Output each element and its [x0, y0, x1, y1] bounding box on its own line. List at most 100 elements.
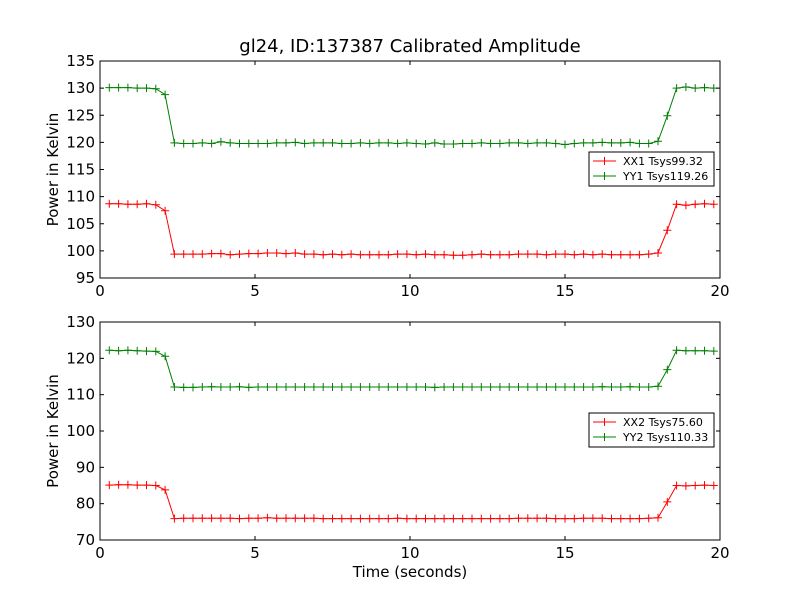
legend-marker [600, 433, 609, 441]
y-tick-label: 90 [76, 458, 95, 476]
data-point [142, 199, 151, 208]
bottom-plot: 0 5 10 15 20 70 80 90 100 110 120 130 Power in Kelvi… [44, 313, 730, 562]
data-point [430, 138, 439, 147]
data-point [468, 250, 476, 259]
data-point [328, 514, 337, 523]
y-tick-label: 100 [66, 242, 95, 260]
x-tick-label: 10 [400, 544, 419, 562]
x-tick-label: 5 [250, 544, 260, 562]
data-point [514, 514, 523, 523]
data-point [588, 138, 597, 147]
data-point [421, 140, 430, 148]
data-point [626, 382, 635, 391]
data-point [570, 250, 579, 259]
data-point [635, 250, 644, 259]
data-point [254, 514, 263, 523]
data-point [272, 514, 281, 523]
data-point [216, 514, 225, 523]
data-point [486, 514, 495, 523]
data-point [681, 83, 690, 91]
data-point [328, 250, 337, 259]
data-point [468, 383, 476, 391]
data-point [561, 514, 569, 523]
data-point [709, 347, 718, 356]
series-2-1 [105, 480, 718, 523]
data-point [700, 199, 709, 208]
data-point [607, 138, 616, 147]
data-point [663, 226, 672, 235]
legend-box [588, 151, 715, 187]
data-point [533, 383, 542, 391]
data-point [226, 514, 235, 523]
data-point [579, 514, 588, 523]
data-point [402, 250, 411, 259]
data-point [616, 514, 625, 523]
data-point [672, 84, 681, 93]
data-point [375, 383, 383, 391]
data-point [514, 383, 523, 391]
data-point [356, 383, 365, 391]
data-point [291, 514, 300, 523]
data-point [244, 514, 253, 523]
y-axis-label: Power in Kelvin [44, 113, 62, 227]
data-point [309, 250, 318, 259]
data-point [161, 90, 170, 99]
data-point [133, 200, 142, 209]
data-point [607, 250, 616, 259]
data-point [495, 383, 504, 391]
data-point [263, 513, 272, 522]
data-point [198, 514, 207, 523]
data-point [170, 383, 179, 391]
data-point [505, 514, 514, 523]
y-tick-label: 110 [66, 188, 95, 206]
data-point [375, 138, 383, 147]
data-point [254, 249, 263, 258]
data-point [272, 138, 281, 147]
data-point [691, 346, 700, 355]
data-point [384, 138, 393, 147]
data-point [291, 383, 300, 391]
data-point [179, 139, 188, 148]
data-point [207, 139, 216, 148]
data-point [300, 250, 309, 259]
data-point [133, 481, 142, 490]
data-point [449, 251, 458, 260]
data-point [263, 249, 272, 257]
data-point [179, 250, 188, 259]
data-point [514, 250, 523, 259]
data-point [412, 383, 421, 391]
data-point [235, 514, 244, 523]
data-point [681, 201, 690, 210]
data-point [356, 250, 365, 259]
data-point [170, 250, 179, 259]
data-point [216, 249, 225, 258]
data-point [523, 383, 532, 391]
data-point [254, 139, 263, 148]
data-point [430, 514, 439, 523]
data-point [226, 138, 235, 147]
data-point [691, 481, 700, 490]
data-point [114, 346, 123, 355]
data-point [198, 383, 207, 391]
data-point [468, 514, 476, 523]
data-point [142, 347, 151, 356]
data-point [598, 138, 607, 147]
data-point [681, 346, 690, 355]
data-point [263, 139, 272, 148]
data-point [365, 139, 374, 148]
data-point [105, 199, 114, 208]
data-point [189, 514, 197, 523]
chart-title: gl24, ID:137387 Calibrated Amplitude [239, 36, 580, 57]
data-point [644, 139, 653, 148]
data-point [561, 140, 569, 149]
data-point [551, 383, 560, 391]
data-point [393, 383, 402, 391]
data-point [282, 383, 290, 391]
data-point [300, 139, 309, 148]
data-point [598, 382, 607, 391]
data-point [477, 250, 486, 259]
data-point [654, 513, 662, 522]
data-point [216, 383, 225, 391]
data-point [700, 481, 709, 490]
y-tick-label: 120 [66, 349, 95, 367]
